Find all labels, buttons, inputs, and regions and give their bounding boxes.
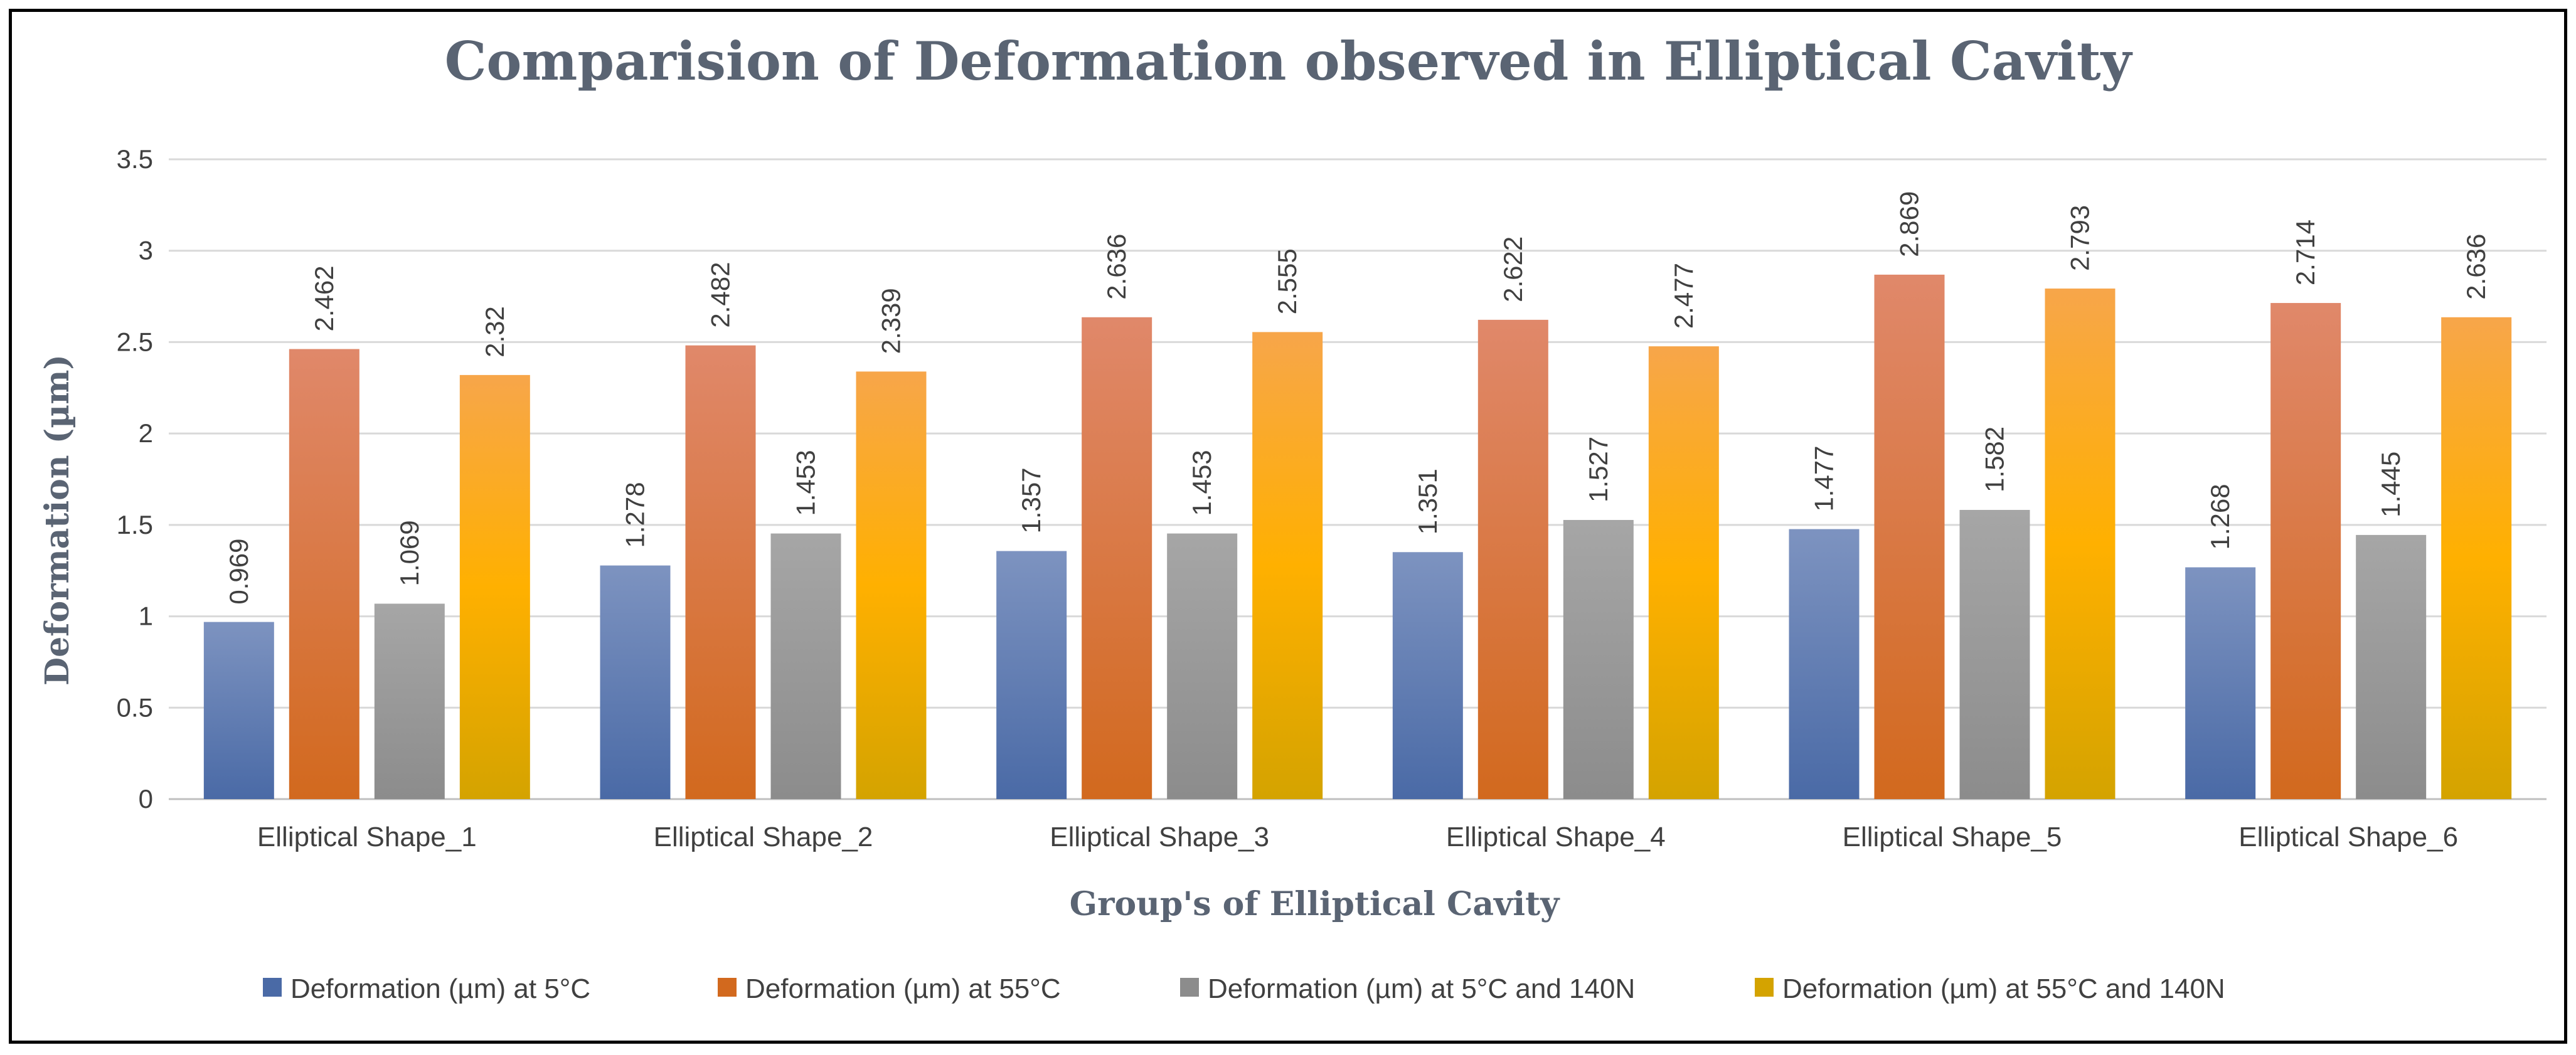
data-label: 2.482	[706, 262, 735, 328]
gridlines	[169, 158, 2547, 800]
bar	[203, 622, 274, 799]
y-tick-label: 1.5	[117, 510, 153, 539]
category-label: Elliptical Shape_5	[1843, 822, 2062, 852]
data-label: 1.357	[1016, 467, 1046, 533]
category-label: Elliptical Shape_3	[1050, 822, 1269, 852]
legend-swatch	[1755, 978, 1774, 997]
bar	[1392, 552, 1463, 799]
legend-label: Deformation (µm) at 5°C and 140N	[1208, 973, 1635, 1004]
y-tick-label: 2	[139, 418, 153, 448]
bar	[1874, 274, 1945, 799]
bar	[770, 533, 841, 799]
legend-swatch	[263, 978, 282, 997]
data-label: 2.555	[1272, 248, 1302, 314]
bar	[1789, 529, 1860, 799]
data-label: 2.462	[309, 265, 339, 331]
legend-swatch	[1180, 978, 1199, 997]
bar	[1082, 317, 1152, 799]
bar	[685, 345, 756, 799]
data-label: 2.869	[1895, 191, 1924, 257]
category-label: Elliptical Shape_2	[654, 822, 873, 852]
y-tick-label: 1	[139, 602, 153, 631]
bar	[2185, 567, 2256, 799]
data-label: 1.278	[620, 482, 650, 548]
y-tick-label: 3	[139, 236, 153, 265]
data-label: 1.069	[395, 520, 424, 586]
bar	[996, 551, 1067, 799]
bar	[600, 565, 671, 799]
data-labels: 0.969 2.462 1.069 2.32 1.278 2.482 1.453 2.339 1…	[224, 191, 2491, 605]
category-label: Elliptical Shape_6	[2238, 822, 2458, 852]
data-label: 2.32	[480, 306, 509, 358]
data-label: 2.636	[1102, 234, 1131, 300]
legend-label: Deformation (µm) at 55°C and 140N	[1782, 973, 2225, 1004]
y-tick-label: 0	[139, 784, 153, 814]
bar	[1477, 319, 1548, 800]
data-label: 2.636	[2461, 234, 2491, 300]
bar	[2045, 289, 2116, 799]
chart-title: Comparision of Deformation observed in E…	[445, 30, 2133, 92]
bar	[2270, 303, 2341, 799]
y-tick-label: 3.5	[117, 144, 153, 174]
bar	[2441, 317, 2512, 799]
data-label: 1.477	[1809, 445, 1839, 511]
category-label: Elliptical Shape_1	[257, 822, 477, 852]
x-axis-categories: Elliptical Shape_1 Elliptical Shape_2 Elli…	[257, 822, 2458, 852]
data-label: 2.622	[1498, 236, 1528, 302]
y-tick-label: 2.5	[117, 327, 153, 356]
chart-frame: Comparision of Deformation observed in E…	[9, 9, 2567, 1044]
data-label: 0.969	[224, 538, 253, 604]
bars	[203, 274, 2512, 800]
category-label: Elliptical Shape_4	[1446, 822, 1666, 852]
bar	[374, 603, 445, 799]
bar	[1563, 519, 1634, 799]
legend-label: Deformation (µm) at 5°C	[290, 973, 590, 1004]
bar	[2356, 534, 2427, 799]
bar	[1167, 533, 1238, 799]
data-label: 2.793	[2065, 205, 2095, 271]
data-label: 2.339	[876, 288, 906, 354]
bar	[289, 349, 359, 799]
data-label: 1.351	[1413, 469, 1442, 534]
data-label: 2.714	[2291, 220, 2320, 285]
y-tick-label: 0.5	[117, 692, 153, 722]
bar	[1648, 346, 1719, 799]
bar-chart: Comparision of Deformation observed in E…	[38, 30, 2547, 1004]
bar	[1959, 509, 2030, 799]
y-axis-ticks: 0 0.5 1 1.5 2 2.5 3 3.5	[117, 144, 153, 814]
legend-label: Deformation (µm) at 55°C	[745, 973, 1061, 1004]
data-label: 1.453	[791, 450, 821, 516]
legend: Deformation (µm) at 5°C Deformation (µm) …	[263, 973, 2225, 1004]
data-label: 1.453	[1187, 450, 1216, 516]
data-label: 1.445	[2376, 452, 2405, 517]
x-axis-title: Group's of Elliptical Cavity	[1070, 885, 1560, 923]
data-label: 1.582	[1980, 427, 2009, 492]
bar	[459, 374, 530, 799]
data-label: 2.477	[1669, 263, 1698, 329]
legend-swatch	[718, 978, 737, 997]
data-label: 1.527	[1583, 437, 1613, 502]
bar	[856, 371, 927, 799]
bar	[1252, 332, 1323, 799]
y-axis-title: Deformation (µm)	[38, 354, 77, 686]
data-label: 1.268	[2205, 484, 2235, 549]
